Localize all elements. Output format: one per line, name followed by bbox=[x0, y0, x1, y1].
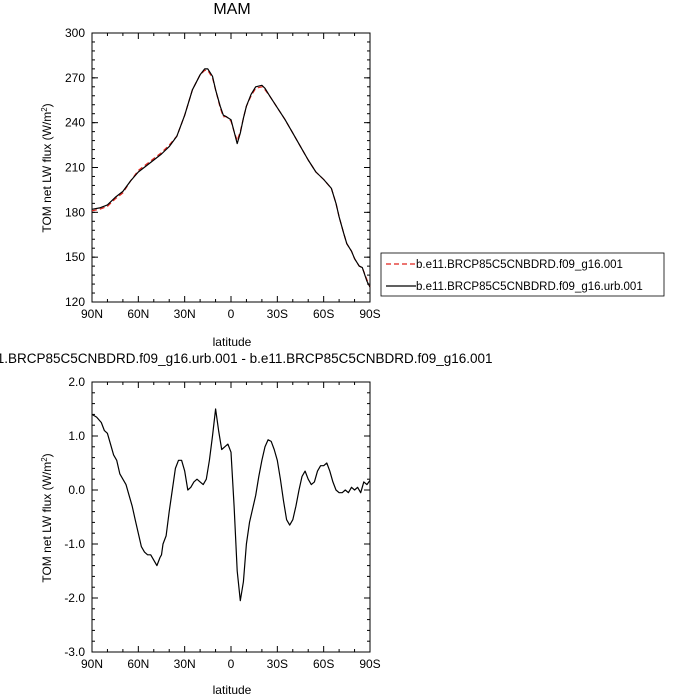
top-y-tick-label: 240 bbox=[65, 116, 85, 130]
top-y-tick-label: 210 bbox=[65, 161, 85, 175]
top-y-axis-label-sup: 2 bbox=[40, 107, 49, 112]
top-x-tick-label: 0 bbox=[228, 307, 235, 321]
top-x-tick-label: 30N bbox=[174, 307, 196, 321]
top-y-axis-label-main: TOM net LW flux (W/m bbox=[40, 112, 54, 233]
top-x-axis-label: latitude bbox=[213, 335, 252, 349]
bottom-y-tick-label: 2.0 bbox=[68, 375, 85, 389]
bottom-x-tick-label: 0 bbox=[228, 657, 235, 671]
bottom-y-axis-label-end: ) bbox=[40, 453, 54, 457]
bottom-series-line-1 bbox=[91, 408, 371, 602]
legend: b.e11.BRCP85C5CNBDRD.f09_g16.001 b.e11.B… bbox=[380, 252, 665, 297]
top-x-tick-label: 60N bbox=[127, 307, 149, 321]
bottom-y-axis-label-main: TOM net LW flux (W/m bbox=[40, 462, 54, 583]
bottom-y-axis-label: TOM net LW flux (W/m2) bbox=[40, 453, 54, 582]
top-y-tick-label: 120 bbox=[65, 295, 85, 309]
bottom-x-tick-label: 30N bbox=[174, 657, 196, 671]
bottom-panel: b.e11.BRCP85C5CNBDRD.f09_g16.urb.001 - b… bbox=[0, 351, 493, 697]
top-y-axis-label: TOM net LW flux (W/m2) bbox=[40, 103, 54, 232]
legend-label-series-2: b.e11.BRCP85C5CNBDRD.f09_g16.urb.001 bbox=[416, 281, 643, 293]
top-chart-title: MAM bbox=[213, 1, 250, 18]
bottom-plot-frame bbox=[91, 381, 371, 653]
bottom-y-tick-label: 1.0 bbox=[68, 429, 85, 443]
bottom-x-tick-label: 60S bbox=[313, 657, 334, 671]
bottom-x-tick-label: 30S bbox=[267, 657, 288, 671]
top-plot-frame bbox=[91, 32, 371, 303]
top-x-tick-label: 90N bbox=[81, 307, 103, 321]
bottom-plot-area: 90N 60N 30N 0 30S 60S 90S -3.0 -2.0 -1.0 0.0 1.0 2.0 bbox=[64, 375, 380, 671]
bottom-x-axis-label: latitude bbox=[213, 683, 252, 697]
top-y-tick-label: 270 bbox=[65, 71, 85, 85]
top-y-tick-label: 300 bbox=[65, 26, 85, 40]
bottom-x-tick-label: 90S bbox=[359, 657, 380, 671]
top-plot-area: 90N 60N 30N 0 30S 60S 90S 120 150 180 210 240 270 300 bbox=[65, 26, 381, 321]
top-y-tick-label: 150 bbox=[65, 250, 85, 264]
bottom-y-axis-label-sup: 2 bbox=[40, 457, 49, 462]
top-x-tick-label: 30S bbox=[267, 307, 288, 321]
legend-label-series-1: b.e11.BRCP85C5CNBDRD.f09_g16.001 bbox=[416, 259, 623, 271]
top-x-tick-label: 90S bbox=[359, 307, 380, 321]
bottom-chart-title: b.e11.BRCP85C5CNBDRD.f09_g16.urb.001 - b… bbox=[0, 351, 493, 366]
legend-box bbox=[380, 252, 665, 297]
top-y-tick-label: 180 bbox=[65, 205, 85, 219]
top-panel: MAM 90N 60N 30N 0 30S 60S 90S 120 150 180 210 240 27… bbox=[40, 1, 381, 349]
top-series-line-2 bbox=[91, 68, 371, 288]
bottom-x-tick-label: 60N bbox=[127, 657, 149, 671]
bottom-y-tick-label: 0.0 bbox=[68, 483, 85, 497]
top-series-line-1 bbox=[91, 69, 371, 288]
bottom-x-tick-label: 90N bbox=[81, 657, 103, 671]
bottom-y-tick-label: -3.0 bbox=[64, 645, 85, 659]
bottom-y-tick-label: -2.0 bbox=[64, 591, 85, 605]
bottom-y-tick-label: -1.0 bbox=[64, 537, 85, 551]
top-x-tick-label: 60S bbox=[313, 307, 334, 321]
top-y-axis-label-end: ) bbox=[40, 103, 54, 107]
